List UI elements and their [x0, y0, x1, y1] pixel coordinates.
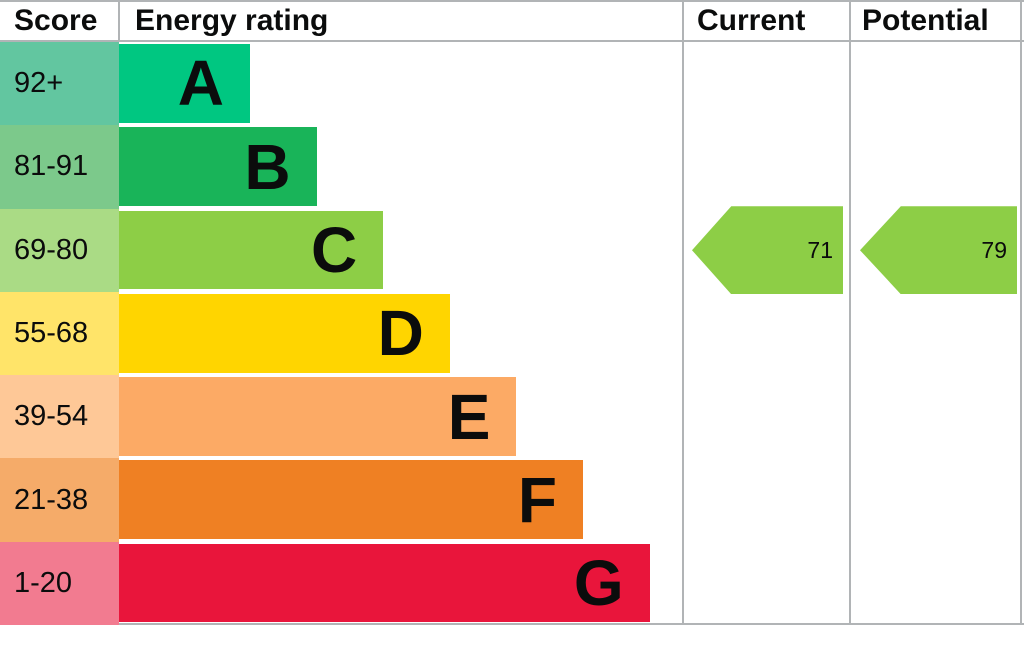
band-bar-c: C	[119, 210, 384, 290]
header-potential: Potential	[862, 4, 989, 37]
score-range-label: 21-38	[14, 483, 89, 516]
band-bar-f: F	[119, 460, 583, 540]
score-cell-f: 21-38	[0, 458, 119, 542]
band-letter: A	[177, 47, 224, 120]
band-letter: D	[377, 297, 424, 370]
band-bar-d: D	[119, 293, 450, 373]
current-rating-arrow: 71	[692, 206, 843, 295]
header-bottom-border-line	[0, 40, 1024, 42]
band-bar-g: G	[119, 543, 650, 623]
band-letter: C	[310, 213, 358, 286]
score-cell-d: 55-68	[0, 291, 119, 376]
header-current: Current	[697, 4, 806, 37]
score-cell-g: 1-20	[0, 541, 119, 625]
band-letter: G	[573, 547, 624, 620]
score-range-label: 1-20	[14, 566, 73, 599]
header-energy-rating: Energy rating	[135, 4, 329, 37]
band-bar-e: E	[119, 377, 517, 456]
score-column-divider	[118, 0, 120, 42]
current-rating-value: 71	[807, 236, 833, 263]
score-cell-e: 39-54	[0, 375, 119, 459]
score-range-label: 39-54	[14, 400, 89, 433]
potential-rating-arrow: 79	[860, 206, 1017, 295]
score-range-label: 81-91	[14, 150, 89, 183]
header-score: Score	[14, 4, 98, 37]
potential-rating-value: 79	[981, 236, 1007, 263]
band-letter: E	[447, 380, 491, 453]
score-cell-b: 81-91	[0, 125, 119, 209]
right-border-line	[1020, 0, 1022, 625]
score-range-label: 69-80	[14, 233, 89, 266]
top-border-line	[0, 0, 1024, 2]
score-range-label: 55-68	[14, 316, 89, 349]
band-letter: F	[517, 463, 557, 536]
band-bar-b: B	[119, 127, 317, 207]
potential-column-divider	[849, 0, 851, 625]
current-column-divider	[682, 0, 684, 625]
score-cell-c: 69-80	[0, 208, 119, 292]
bottom-border-line	[0, 623, 1024, 625]
band-bar-a: A	[119, 44, 250, 123]
band-letter: B	[244, 130, 291, 203]
score-cell-a: 92+	[0, 42, 119, 126]
score-range-label: 92+	[14, 67, 64, 100]
